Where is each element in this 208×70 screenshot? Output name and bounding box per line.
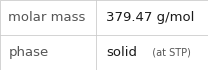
Text: (at STP): (at STP) bbox=[146, 48, 191, 57]
Text: 379.47 g/mol: 379.47 g/mol bbox=[106, 11, 194, 24]
Text: solid: solid bbox=[106, 46, 137, 59]
Text: phase: phase bbox=[8, 46, 49, 59]
Text: molar mass: molar mass bbox=[8, 11, 86, 24]
